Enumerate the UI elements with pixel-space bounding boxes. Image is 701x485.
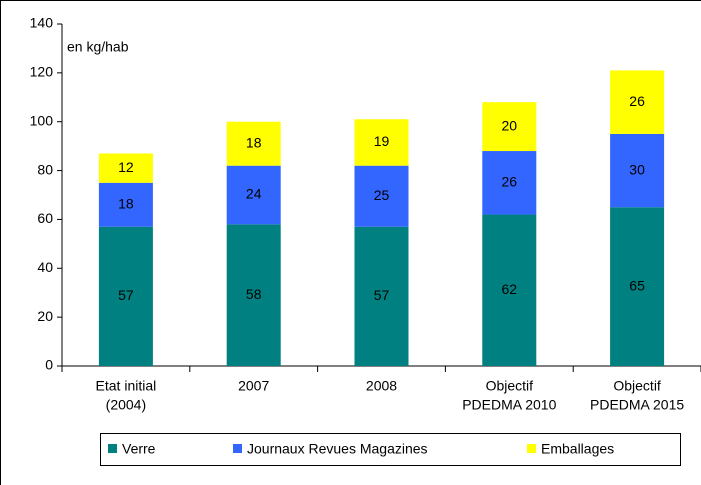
y-tick-label: 20 [37,308,53,324]
data-label: 58 [246,286,262,302]
bar-segment [610,207,665,366]
legend-label: Verre [122,441,156,457]
bar-segment [98,182,153,227]
bar-segment [482,102,537,152]
x-tick-label: PDEDMA 2010 [462,397,556,413]
x-tick-label: 2007 [238,378,269,394]
data-label: 26 [629,93,645,109]
data-label: 20 [502,117,518,133]
y-tick-label: 40 [37,259,53,275]
data-label: 18 [246,134,262,150]
data-label: 30 [629,161,645,177]
bar-segment [354,119,409,166]
bar-segment [482,214,537,366]
x-tick-label: Objectif [486,378,534,394]
data-label: 19 [374,133,390,149]
x-tick-label: (2004) [106,397,146,413]
data-label: 18 [118,195,134,211]
bar-segment [98,226,153,366]
x-tick-label: Etat initial [96,378,157,394]
legend-label: Journaux Revues Magazines [247,441,428,457]
bar-segment [226,165,281,225]
bar-segment [354,226,409,366]
legend-swatch [108,444,117,453]
data-label: 57 [118,287,134,303]
legend-swatch [233,444,242,453]
y-tick-label: 140 [30,15,54,31]
data-label: 62 [502,281,518,297]
y-tick-label: 80 [37,161,53,177]
y-tick-label: 60 [37,210,53,226]
data-label: 25 [374,187,390,203]
y-tick-label: 120 [30,64,54,80]
y-tick-label: 0 [45,357,53,373]
data-label: 24 [246,186,262,202]
bar-segment [226,121,281,166]
legend-box [100,433,681,466]
x-tick-label: Objectif [613,378,661,394]
x-tick-label: PDEDMA 2015 [590,397,684,413]
legend-swatch [527,444,536,453]
annotation: en kg/hab [67,39,129,55]
data-label: 57 [374,287,390,303]
bar-segment [354,165,409,227]
bar-segment [98,153,153,183]
legend-label: Emballages [541,441,614,457]
bar-segment [226,224,281,366]
bar-segment [482,151,537,215]
bar-segment [610,70,665,134]
data-label: 65 [629,277,645,293]
x-tick-label: 2008 [366,378,397,394]
data-label: 26 [502,173,518,189]
y-tick-label: 100 [30,112,54,128]
bar-segment [610,133,665,208]
data-label: 12 [118,159,134,175]
